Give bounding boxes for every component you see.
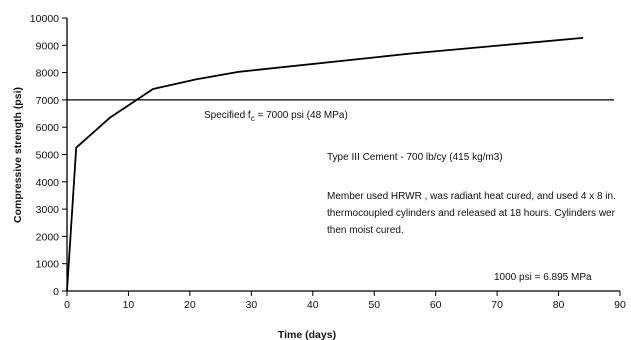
y-axis-title: Compressive strength (psi) xyxy=(12,87,24,223)
specified-strength-label-subscript: c xyxy=(251,114,255,123)
specified-strength-label-prefix: Specified f xyxy=(204,110,251,121)
x-tick-label: 50 xyxy=(368,299,380,311)
strength-curve xyxy=(66,37,584,292)
x-axis-title: Time (days) xyxy=(278,329,336,340)
x-tick-label: 60 xyxy=(430,299,442,311)
y-tick-label: 1000 xyxy=(36,259,60,271)
y-tick-label: 5000 xyxy=(36,150,60,162)
y-tick-label: 6000 xyxy=(36,122,60,134)
member-note-line-3: then moist cured. xyxy=(327,225,404,236)
x-tick-label: 0 xyxy=(64,299,70,311)
x-tick-label: 80 xyxy=(553,299,565,311)
x-tick-label: 90 xyxy=(614,299,626,311)
y-tick-label: 10000 xyxy=(30,13,59,25)
x-tick-label: 10 xyxy=(123,299,135,311)
member-note-line-2: thermocoupled cylinders and released at … xyxy=(327,208,616,219)
x-tick-label: 70 xyxy=(491,299,503,311)
y-tick-label: 0 xyxy=(53,286,59,298)
x-tick-label: 40 xyxy=(307,299,319,311)
conversion-note: 1000 psi = 6.895 MPa xyxy=(494,272,592,283)
y-tick-label: 7000 xyxy=(36,95,60,107)
y-tick-label: 9000 xyxy=(36,40,60,52)
specified-strength-label: Specified fc = 7000 psi (48 MPa) xyxy=(204,110,348,123)
specified-strength-label-suffix: = 7000 psi (48 MPa) xyxy=(255,110,348,121)
y-tick-label: 3000 xyxy=(36,204,60,216)
y-tick-label: 2000 xyxy=(36,231,60,243)
y-tick-label: 4000 xyxy=(36,177,60,189)
cement-note: Type III Cement - 700 lb/cy (415 kg/m3) xyxy=(327,152,503,163)
y-tick-label: 8000 xyxy=(36,68,60,80)
member-note-line-1: Member used HRWR , was radiant heat cure… xyxy=(327,191,616,202)
x-tick-label: 20 xyxy=(184,299,196,311)
axis-ticks: 0100020003000400050006000700080009000100… xyxy=(30,13,626,311)
x-tick-label: 30 xyxy=(245,299,257,311)
